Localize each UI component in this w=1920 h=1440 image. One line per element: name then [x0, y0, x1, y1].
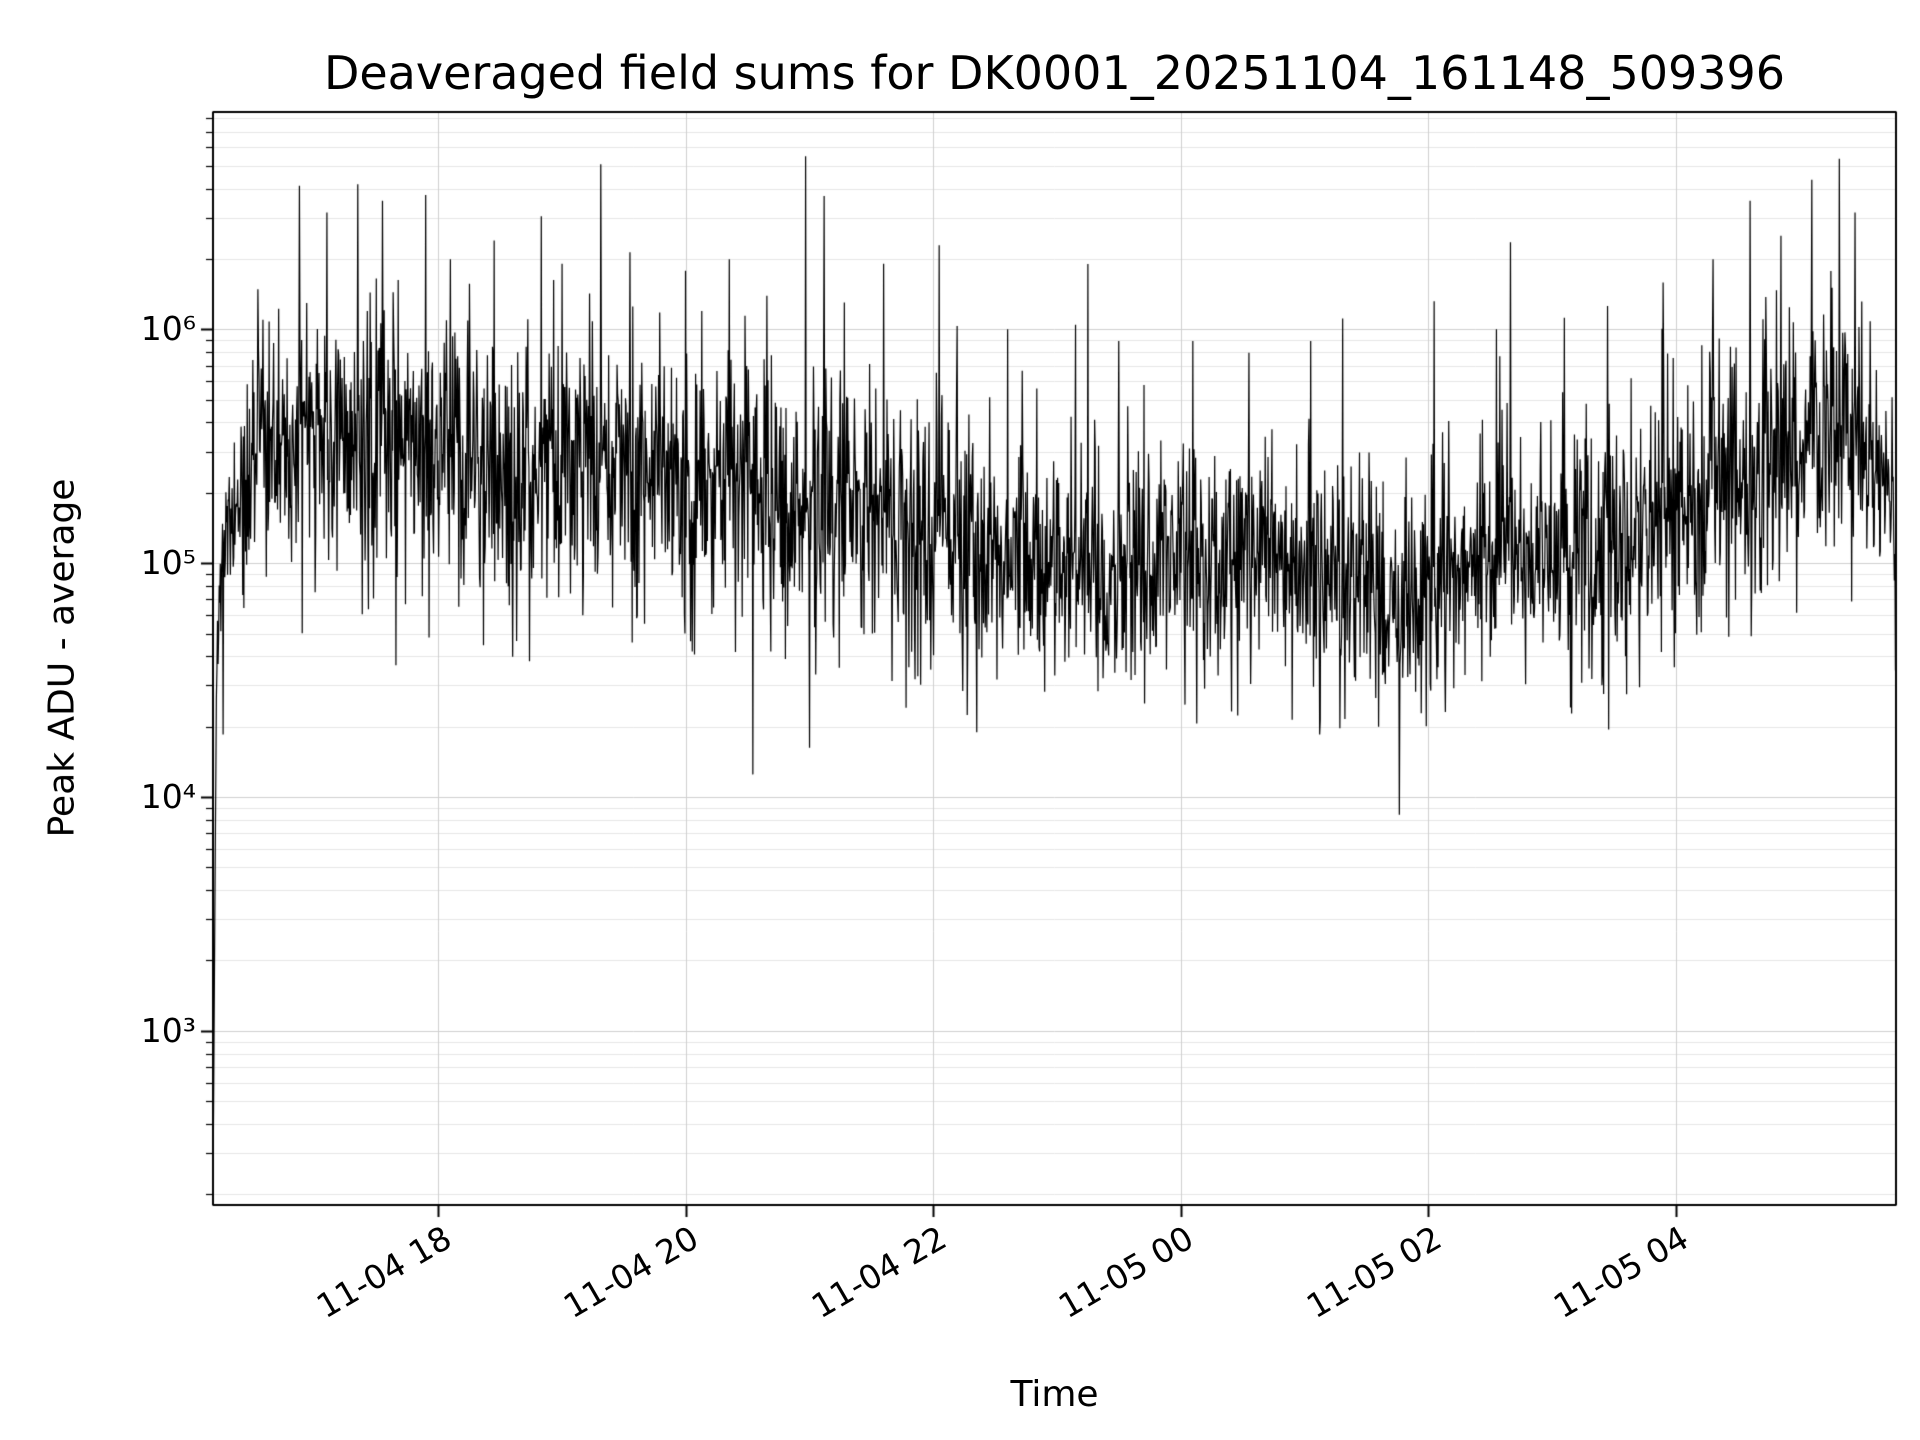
y-tick-label: 10⁴	[140, 777, 196, 816]
x-axis-label: Time	[1010, 1374, 1099, 1415]
y-tick-label: 10⁶	[140, 309, 196, 349]
chart-title: Deaveraged field sums for DK0001_2025110…	[323, 46, 1786, 100]
y-tick-label: 10³	[140, 1010, 196, 1050]
y-tick-label: 10⁵	[140, 543, 196, 583]
